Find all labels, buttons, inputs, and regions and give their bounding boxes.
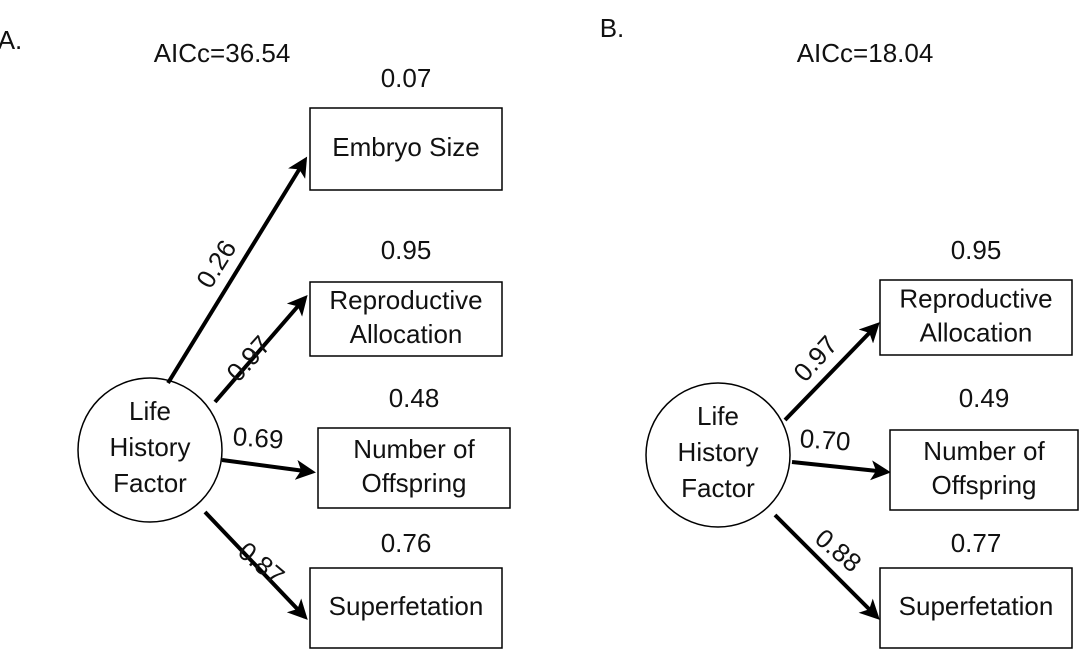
variable-label: Reproductive [329, 285, 482, 315]
r-squared: 0.07 [381, 63, 432, 93]
variable-box [879, 279, 1073, 356]
variable-label: Number of [353, 434, 475, 464]
r-squared: 0.49 [959, 383, 1010, 413]
panel-label: B. [600, 13, 625, 43]
path-arrow [773, 513, 880, 620]
aicc: AICc=36.54 [154, 38, 291, 68]
factor-label: Factor [681, 473, 755, 503]
factor-label: Factor [113, 468, 187, 498]
path-coefficient: 0.88 [809, 523, 867, 579]
variable-box [879, 567, 1073, 649]
path-arrow [203, 510, 308, 620]
r-squared: 0.76 [381, 528, 432, 558]
factor-label: History [110, 432, 191, 462]
r-squared: 0.95 [951, 235, 1002, 265]
panel-label: A. [0, 25, 22, 55]
path-arrow [221, 458, 316, 480]
path-arrow [166, 156, 308, 385]
variable-label: Embryo Size [332, 132, 479, 162]
r-squared: 0.48 [389, 383, 440, 413]
factor-node [77, 377, 223, 523]
factor-label: History [678, 437, 759, 467]
variable-label: Allocation [350, 319, 463, 349]
variable-box [309, 281, 503, 357]
variable-label: Reproductive [899, 283, 1052, 313]
factor-label: Life [697, 401, 739, 431]
variable-label: Offspring [931, 470, 1036, 500]
variable-label: Offspring [361, 468, 466, 498]
r-squared: 0.77 [951, 528, 1002, 558]
path-arrow [783, 322, 880, 422]
r-squared: 0.95 [381, 235, 432, 265]
path-arrow [791, 460, 891, 481]
factor-node [645, 382, 791, 528]
variable-label: Allocation [920, 317, 1033, 347]
path-coefficient: 0.26 [190, 234, 242, 293]
aicc: AICc=18.04 [797, 38, 934, 68]
path-coefficient: 0.69 [232, 421, 285, 454]
variable-label: Superfetation [899, 591, 1054, 621]
factor-label: Life [129, 396, 171, 426]
variable-box [309, 107, 503, 191]
variable-box [309, 567, 503, 649]
variable-label: Number of [923, 436, 1045, 466]
path-coefficient: 0.87 [232, 536, 290, 592]
path-coefficient: 0.97 [787, 330, 843, 388]
variable-label: Superfetation [329, 591, 484, 621]
path-arrow [213, 294, 308, 404]
variable-box [317, 427, 511, 509]
variable-box [889, 429, 1079, 511]
path-coefficient: 0.70 [799, 423, 852, 456]
